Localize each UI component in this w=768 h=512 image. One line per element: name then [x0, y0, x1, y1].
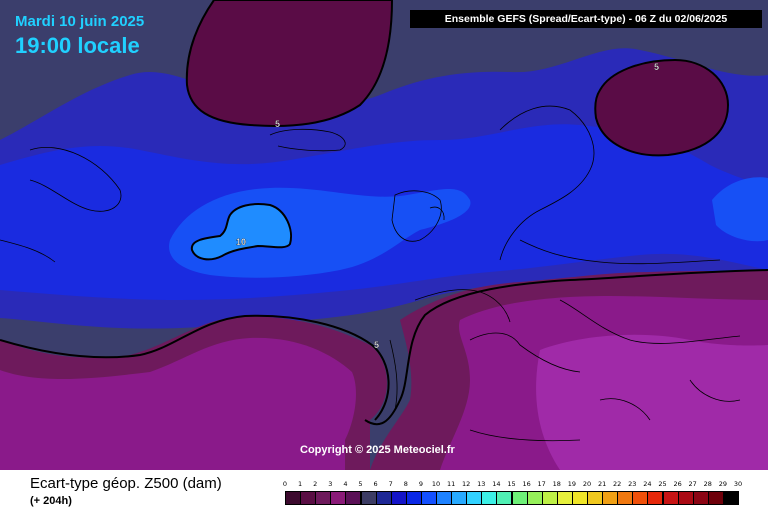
- scale-swatch: [300, 491, 317, 505]
- scale-swatch: [481, 491, 498, 505]
- scale-tick: 27: [688, 480, 697, 488]
- forecast-date: Mardi 10 juin 2025: [15, 13, 145, 30]
- contour-labels: 5 5 5 10: [236, 62, 659, 350]
- scale-tick: 19: [567, 480, 577, 488]
- run-info: Ensemble GEFS (Spread/Ecart-type) - 06 Z…: [410, 10, 762, 28]
- forecast-map: 5 5 5 10 Mardi 10 juin 2025 19:00 locale…: [0, 0, 768, 470]
- scale-tick: 25: [658, 480, 667, 488]
- scale-swatch: [360, 491, 377, 505]
- scale-tick: 9: [418, 480, 423, 488]
- map-canvas: 5 5 5 10: [0, 0, 768, 470]
- scale-swatch: [345, 491, 362, 505]
- scale-tick: 17: [537, 480, 546, 488]
- scale-tick: 15: [507, 480, 516, 488]
- scale-tick: 18: [552, 480, 561, 488]
- scale-swatch: [375, 491, 392, 505]
- scale-swatch: [330, 491, 347, 505]
- copyright: Copyright © 2025 Meteociel.fr: [300, 444, 455, 456]
- scale-tick: 13: [477, 480, 486, 488]
- scale-tick: 22: [613, 480, 622, 488]
- scale-swatch: [722, 491, 739, 505]
- scale-swatch: [632, 491, 649, 505]
- scale-swatch: [405, 491, 422, 505]
- spread-high-magenta-3: [536, 334, 768, 470]
- spread-core-10: [190, 203, 292, 261]
- scale-tick: 0: [282, 480, 288, 488]
- scale-tick: 11: [446, 480, 456, 488]
- contour-5-south: [0, 314, 390, 421]
- scale-tick: 2: [313, 480, 318, 488]
- scale-swatch: [466, 491, 483, 505]
- scale-tick: 21: [597, 480, 607, 488]
- scale-tick: 29: [718, 480, 728, 488]
- coastlines: [0, 105, 741, 442]
- scale-swatch: [556, 491, 573, 505]
- contour-label-greenland: 5: [275, 119, 280, 129]
- scale-tick: 23: [628, 480, 637, 488]
- scale-tick: 10: [431, 480, 441, 488]
- scale-swatch: [677, 491, 694, 505]
- scale-swatch: [526, 491, 543, 505]
- scale-tick: 28: [703, 480, 712, 488]
- contour-label-core: 10: [236, 237, 246, 247]
- scale-swatch: [541, 491, 558, 505]
- scale-tick: 12: [462, 480, 471, 488]
- scale-tick: 6: [373, 480, 378, 488]
- scale-swatch: [602, 491, 619, 505]
- scale-swatch: [451, 491, 468, 505]
- contour-5-east: [364, 269, 768, 426]
- forecast-time: 19:00 locale: [15, 33, 140, 58]
- scale-swatch: [436, 491, 453, 505]
- color-scale: 0 1 2 3 4 5 6 7 8 9 10 11 12 13 14 15 16 17 18 19 20 21 22 23 24…: [282, 480, 753, 510]
- scale-tick: 30: [733, 480, 743, 488]
- spread-low-greenland: [185, 0, 394, 127]
- scale-swatch: [692, 491, 709, 505]
- lead-time: (+ 204h): [30, 495, 72, 507]
- scale-swatch: [647, 491, 664, 505]
- scale-swatch: [496, 491, 513, 505]
- spread-low-scandinavia: [594, 58, 730, 157]
- scale-tick: 20: [582, 480, 592, 488]
- scale-swatch: [617, 491, 634, 505]
- scale-tick: 26: [673, 480, 682, 488]
- scale-tick: 7: [388, 480, 393, 488]
- scale-tick: 24: [643, 480, 652, 488]
- spread-high-magenta-1: [0, 337, 356, 470]
- scale-tick: 16: [522, 480, 531, 488]
- scale-tick: 14: [492, 480, 501, 488]
- scale-swatch: [390, 491, 407, 505]
- scale-tick: 1: [298, 480, 303, 488]
- contour-label-iberia: 5: [374, 340, 379, 350]
- scale-swatch: [571, 491, 588, 505]
- scale-swatch: [511, 491, 528, 505]
- parameter-title: Ecart-type géop. Z500 (dam): [30, 475, 222, 492]
- contour-label-scandinavia: 5: [654, 62, 659, 72]
- scale-swatch: [707, 491, 724, 505]
- scale-swatch: [587, 491, 604, 505]
- scale-tick: 4: [343, 480, 348, 488]
- scale-swatch: [420, 491, 437, 505]
- scale-swatch: [315, 491, 332, 505]
- spread-band-bright-blue-east: [712, 177, 768, 242]
- scale-swatch: [662, 491, 679, 505]
- scale-tick: 5: [358, 480, 363, 488]
- scale-tick: 8: [403, 480, 408, 488]
- scale-swatch: [285, 491, 302, 505]
- scale-tick: 3: [328, 480, 333, 488]
